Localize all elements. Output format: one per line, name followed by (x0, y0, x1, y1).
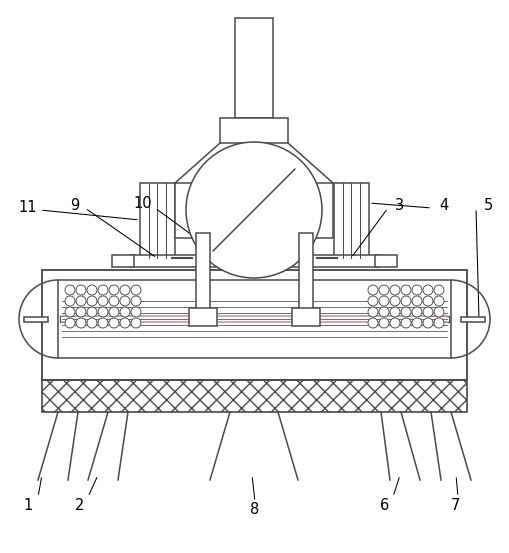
Circle shape (109, 318, 119, 328)
Text: 2: 2 (75, 498, 84, 513)
Bar (292, 308, 320, 326)
Circle shape (401, 296, 411, 306)
Circle shape (434, 307, 444, 317)
Circle shape (87, 307, 97, 317)
Circle shape (368, 307, 378, 317)
Circle shape (390, 296, 400, 306)
Circle shape (87, 285, 97, 295)
Circle shape (120, 307, 130, 317)
Circle shape (76, 307, 86, 317)
Text: 6: 6 (380, 498, 389, 513)
Bar (112, 255, 134, 267)
Text: 11: 11 (19, 200, 37, 215)
Circle shape (109, 285, 119, 295)
Bar (220, 118, 288, 143)
Circle shape (390, 307, 400, 317)
Circle shape (412, 318, 422, 328)
Circle shape (379, 307, 389, 317)
Text: 10: 10 (134, 196, 152, 211)
Bar (58, 280, 451, 358)
Circle shape (65, 285, 75, 295)
Circle shape (434, 318, 444, 328)
Bar (189, 308, 217, 326)
Circle shape (87, 296, 97, 306)
Circle shape (401, 285, 411, 295)
Bar (130, 255, 379, 267)
Circle shape (98, 285, 108, 295)
Circle shape (120, 285, 130, 295)
Bar (140, 183, 175, 258)
Circle shape (379, 285, 389, 295)
Circle shape (401, 318, 411, 328)
Text: 1: 1 (23, 498, 33, 513)
Bar (381, 280, 451, 358)
Text: 5: 5 (484, 197, 493, 212)
Circle shape (131, 285, 141, 295)
Text: 9: 9 (70, 197, 79, 212)
Bar (42, 380, 467, 412)
Circle shape (412, 285, 422, 295)
Circle shape (390, 318, 400, 328)
Bar (375, 255, 397, 267)
Circle shape (65, 307, 75, 317)
Circle shape (76, 285, 86, 295)
Circle shape (76, 296, 86, 306)
Circle shape (186, 142, 322, 278)
Circle shape (87, 318, 97, 328)
Circle shape (131, 318, 141, 328)
Bar (24, 317, 48, 322)
Bar (299, 233, 313, 320)
Circle shape (423, 307, 433, 317)
Circle shape (109, 307, 119, 317)
Circle shape (368, 285, 378, 295)
Circle shape (98, 307, 108, 317)
Text: 3: 3 (395, 197, 405, 212)
Bar (461, 317, 485, 322)
Circle shape (423, 296, 433, 306)
Circle shape (109, 296, 119, 306)
Circle shape (412, 307, 422, 317)
Circle shape (368, 296, 378, 306)
Circle shape (65, 296, 75, 306)
Circle shape (120, 318, 130, 328)
Circle shape (98, 296, 108, 306)
Bar (235, 18, 273, 118)
Text: 7: 7 (450, 498, 460, 513)
Bar (196, 233, 210, 320)
Circle shape (401, 307, 411, 317)
Text: 4: 4 (439, 197, 448, 212)
Circle shape (120, 296, 130, 306)
Circle shape (65, 318, 75, 328)
Circle shape (434, 296, 444, 306)
Circle shape (379, 318, 389, 328)
Circle shape (390, 285, 400, 295)
Circle shape (379, 296, 389, 306)
Bar (58, 280, 128, 358)
Circle shape (423, 285, 433, 295)
Circle shape (434, 285, 444, 295)
Bar (42, 270, 467, 380)
Circle shape (423, 318, 433, 328)
Text: 8: 8 (250, 503, 260, 518)
Bar (175, 183, 333, 238)
Circle shape (131, 296, 141, 306)
Circle shape (76, 318, 86, 328)
Circle shape (412, 296, 422, 306)
Circle shape (98, 318, 108, 328)
Bar (334, 183, 369, 258)
Circle shape (368, 318, 378, 328)
Circle shape (131, 307, 141, 317)
